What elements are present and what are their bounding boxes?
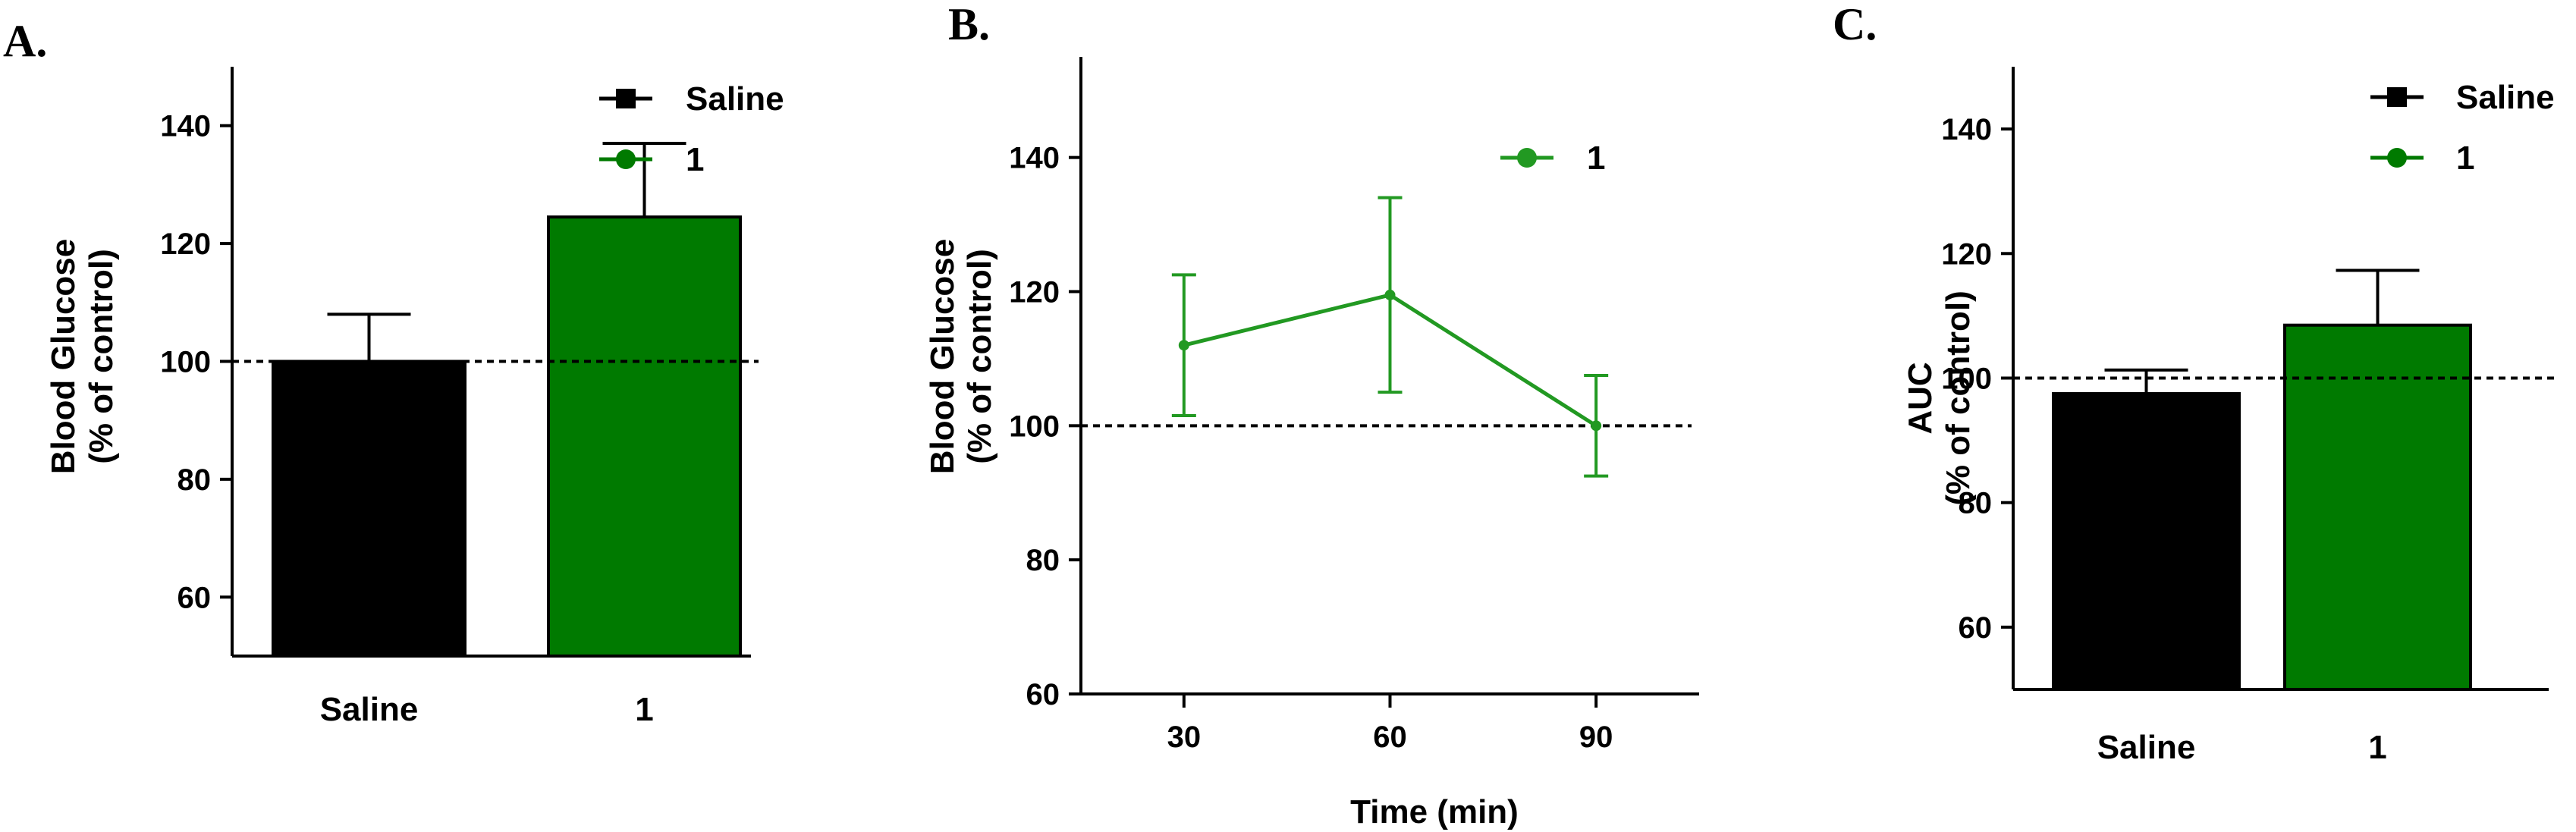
panel-b-x-title: Time (min)	[1350, 793, 1519, 830]
panel-a-x-category-label: 1	[635, 691, 653, 728]
panel-a-bar-treatment	[547, 215, 742, 658]
panel-b-legend: 1	[1500, 140, 1605, 177]
panel-c-y-tick-label: 120	[1941, 237, 1992, 271]
panel-b-y-tick-label: 120	[1009, 275, 1060, 309]
panel-a-bar-saline	[272, 359, 467, 658]
panel-c-y-tick-label: 60	[1959, 611, 1993, 645]
panel-c-y-title-line1: AUC	[1902, 362, 1939, 434]
panel-a-legend: Saline 1	[599, 80, 784, 178]
panel-a-legend-saline-square-icon	[616, 89, 636, 108]
panel-c-y-axis: 60 80 100 120 140	[1941, 67, 2015, 689]
panel-b-x-tick-label: 60	[1373, 721, 1407, 754]
panel-c-legend-treatment-circle-icon	[2387, 148, 2407, 168]
panel-a-label: A.	[3, 16, 47, 66]
panel-b-marks	[1081, 196, 1692, 478]
panel-b-data-point	[1384, 289, 1396, 300]
panel-c-bar-chart: C. 60 80 100 120 140 AUC (% of control) Sali…	[1833, 0, 2556, 766]
panel-b-y-tick-label: 100	[1009, 410, 1060, 443]
panel-b-legend-treatment-circle-icon	[1517, 148, 1537, 168]
panel-c-bar-saline	[2052, 392, 2241, 692]
panel-c-legend-saline-label: Saline	[2456, 79, 2555, 116]
panel-a-y-tick-label: 100	[160, 346, 211, 379]
panel-c-legend-treatment-label: 1	[2456, 140, 2474, 177]
panel-b-x-tick-label: 30	[1167, 721, 1202, 754]
panel-b-label: B.	[948, 0, 990, 49]
panel-c-y-tick-label: 80	[1959, 487, 1993, 520]
panel-b-legend-treatment-label: 1	[1587, 140, 1605, 177]
panel-a-y-tick-label: 80	[177, 463, 212, 497]
panel-b-y-title-line2: (% of control)	[961, 249, 998, 464]
panel-b-y-axis: 60 80 100 120 140	[1009, 57, 1082, 711]
panel-a-y-tick-label: 140	[160, 110, 211, 143]
panel-c-y-title-line2: (% of control)	[1940, 290, 1977, 506]
panel-b-data-point	[1591, 420, 1602, 432]
panel-a-y-tick-label: 120	[160, 228, 211, 261]
panel-b-x-axis: 30 60 90	[1081, 692, 1699, 754]
panel-a-x-category-label: Saline	[320, 691, 419, 728]
panel-a-y-title-line1: Blood Glucose	[45, 239, 82, 474]
panel-a-y-tick-label: 60	[177, 581, 212, 614]
panel-c-legend: Saline 1	[2370, 79, 2555, 177]
panel-b-x-tick-label: 90	[1579, 721, 1613, 754]
panel-a-y-axis: 60 80 100 120 140	[160, 67, 234, 656]
panel-c-label: C.	[1833, 0, 1877, 49]
panel-b-y-tick-label: 60	[1026, 678, 1060, 711]
panel-b-y-title-line1: Blood Glucose	[924, 239, 961, 474]
panel-b-data-point	[1178, 340, 1189, 351]
panel-c-y-tick-label: 140	[1941, 113, 1992, 146]
panel-a-legend-treatment-circle-icon	[616, 149, 636, 169]
panel-a-marks: Saline 1	[232, 142, 759, 728]
panel-c-x-category-label: Saline	[2097, 729, 2196, 766]
panel-a-legend-saline-label: Saline	[686, 80, 784, 118]
panel-b-y-tick-label: 140	[1009, 142, 1060, 175]
panel-a-legend-treatment-label: 1	[686, 141, 704, 178]
panel-a-bar-chart: A. 60 80 100 120 140 Blood Glucose (% of con…	[3, 16, 784, 728]
panel-c-legend-saline-square-icon	[2387, 87, 2407, 107]
panel-a-y-title-line2: (% of control)	[83, 249, 120, 464]
panel-c-marks: Saline 1	[2013, 268, 2556, 766]
panel-b-line-chart: B. 60 80 100 120 140 30 60 90 Blood Glucose (%…	[924, 0, 1699, 830]
panel-c-x-category-label: 1	[2368, 729, 2386, 766]
panel-b-y-tick-label: 80	[1026, 544, 1060, 577]
panel-c-y-tick-label: 100	[1941, 363, 1992, 396]
panel-c-bar-treatment	[2283, 323, 2472, 691]
